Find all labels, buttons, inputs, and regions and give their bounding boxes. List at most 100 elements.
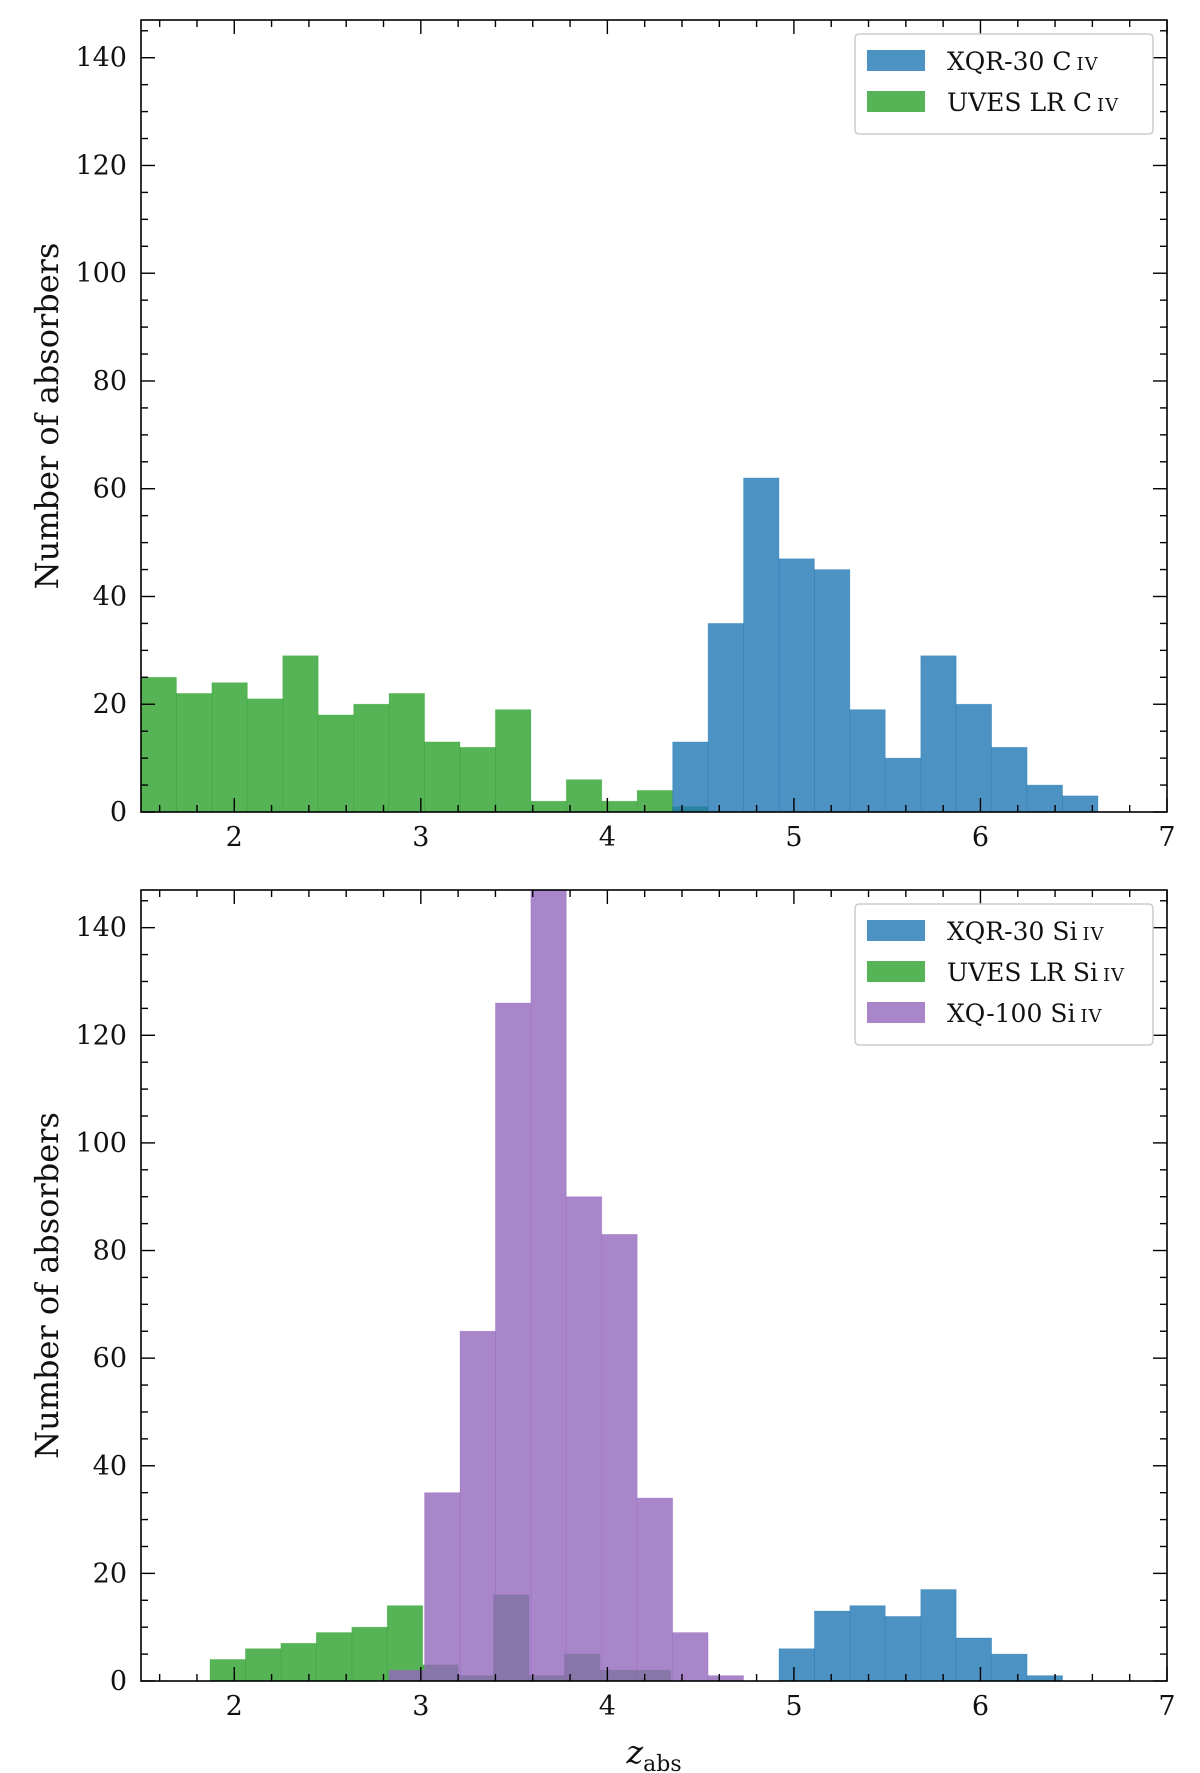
x-tick-label: 2 (226, 822, 243, 853)
bar-bottom-xqr-30-1 (814, 1610, 851, 1681)
legend-swatch (867, 961, 925, 982)
bar-bottom-xq-100-2 (459, 1330, 496, 1681)
bar-bottom-xqr-30-4 (920, 1589, 957, 1681)
bar-top-uves-lr-6 (353, 703, 390, 812)
legend-entry: XQR-30 C IV (947, 47, 1099, 76)
bar-top-uves-lr-11 (530, 800, 567, 812)
bar-top-uves-lr-7 (388, 693, 425, 812)
bar-top-uves-lr-9 (459, 746, 496, 812)
bar-top-xqr-30-5 (849, 709, 886, 812)
legend-swatch (867, 91, 925, 112)
legend-top: XQR-30 C IV UVES LR C IV (854, 33, 1154, 135)
y-tick-label: 40 (93, 1451, 127, 1482)
bar-bottom-xq-100-0 (388, 1669, 425, 1681)
bar-bottom-xqr-30-5 (955, 1637, 993, 1681)
legend-entry: UVES LR Si IV (947, 958, 1125, 987)
bar-bottom-xq-100-9 (707, 1675, 744, 1681)
y-tick-label: 80 (93, 1236, 127, 1267)
bar-bottom-uves-lr-5 (386, 1605, 424, 1681)
y-tick-label: 20 (93, 689, 127, 720)
chart-panel-top: 2 3 4 5 6 7 0 20 40 60 80 100 120 140 Number of absorb… (28, 19, 1176, 853)
y-tick-label: 120 (75, 1020, 127, 1051)
bar-bottom-uves-lr-1 (245, 1648, 282, 1681)
y-tick-label: 60 (93, 474, 127, 505)
bar-top-uves-lr-10 (495, 709, 532, 812)
bars-top (141, 477, 1099, 812)
bar-top-uves-lr-14 (636, 790, 674, 812)
ticks-bottom (141, 890, 1168, 1682)
x-tick-label: 3 (412, 822, 429, 853)
bar-top-uves-lr-12 (565, 779, 603, 812)
bar-bottom-xq-100-3 (495, 1002, 532, 1681)
x-tick-label: 6 (972, 822, 989, 853)
x-tick-label: 3 (412, 1691, 429, 1722)
plot-frame-bottom (140, 889, 1168, 1682)
legend-swatch (867, 920, 925, 941)
legend-bottom: XQR-30 Si IV UVES LR Si IV XQ-100 Si IV (854, 903, 1154, 1046)
ticks-top (141, 20, 1168, 813)
bar-top-xqr-30-1 (707, 623, 744, 812)
bar-bottom-xqr-30-7 (1026, 1675, 1063, 1681)
bar-bottom-uves-lr-0 (209, 1659, 246, 1681)
chart-panel-bottom: 2 3 4 5 6 7 0 20 40 60 80 100 120 140 Number of absorb… (28, 889, 1176, 1773)
x-tick-label: 4 (599, 822, 616, 853)
bar-top-uves-lr-4 (282, 655, 319, 812)
bar-top-uves-lr-3 (246, 698, 284, 812)
bar-top-xqr-30-10 (1026, 784, 1063, 812)
bar-bottom-uves-lr-2 (280, 1642, 317, 1681)
bar-bottom-xq-100-8 (672, 1632, 709, 1681)
legend-entry: UVES LR C IV (947, 88, 1119, 117)
bar-bottom-uves-lr-3 (315, 1632, 353, 1681)
bar-top-xqr-30-8 (955, 703, 993, 812)
y-tick-label: 100 (75, 1128, 127, 1159)
x-tick-label: 2 (226, 1691, 243, 1722)
y-tick-label: 0 (110, 797, 127, 828)
y-tick-label: 140 (75, 913, 127, 944)
x-tick-label: 5 (785, 1691, 802, 1722)
legend-swatch (867, 50, 925, 71)
bar-bottom-xq-100-6 (601, 1233, 638, 1681)
bar-bottom-uves-lr-4 (351, 1626, 388, 1681)
bar-top-xqr-30-4 (814, 569, 851, 812)
y-tick-label: 140 (75, 43, 127, 74)
legend-swatch (867, 1002, 925, 1023)
bar-top-uves-lr-2 (211, 682, 248, 812)
x-tick-label: 7 (1158, 1691, 1175, 1722)
x-axis-label: zabs (625, 1733, 681, 1773)
bar-top-xqr-30-3 (778, 558, 815, 812)
bar-top-xqr-30-2 (743, 477, 780, 812)
x-tick-label: 6 (972, 1691, 989, 1722)
legend-entry: XQR-30 Si IV (947, 917, 1105, 946)
y-tick-label: 100 (75, 258, 127, 289)
y-tick-label: 0 (110, 1666, 127, 1697)
bar-top-uves-lr-5 (317, 714, 355, 812)
x-tick-label: 4 (599, 1691, 616, 1722)
y-axis-label: Number of absorbers (28, 1112, 66, 1459)
y-tick-label: 40 (93, 581, 127, 612)
bar-bottom-xq-100-1 (424, 1492, 461, 1681)
y-tick-label: 80 (93, 366, 127, 397)
bar-top-uves-lr-0 (141, 676, 177, 812)
y-axis-label: Number of absorbers (28, 243, 66, 590)
legend-entry: XQ-100 Si IV (947, 999, 1103, 1028)
y-tick-label: 120 (75, 150, 127, 181)
bar-top-xqr-30-6 (884, 757, 922, 812)
bar-bottom-xqr-30-2 (849, 1605, 886, 1681)
y-tick-label: 60 (93, 1343, 127, 1374)
bar-top-xqr-30-7 (920, 655, 957, 812)
bars-bottom (209, 890, 1063, 1681)
bar-top-xqr-30-9 (991, 746, 1028, 812)
plot-frame-top (140, 19, 1168, 813)
bar-bottom-xq-100-4 (530, 890, 567, 1681)
bar-bottom-xq-100-7 (636, 1497, 674, 1681)
bar-top-uves-lr-1 (176, 693, 213, 812)
bar-top-xqr-30-0 (672, 741, 709, 812)
bar-bottom-xq-100-5 (565, 1196, 603, 1681)
bar-top-uves-lr-8 (424, 741, 461, 812)
x-tick-label: 7 (1158, 822, 1175, 853)
x-tick-label: 5 (785, 822, 802, 853)
y-tick-label: 20 (93, 1558, 127, 1589)
bar-bottom-xqr-30-6 (991, 1653, 1028, 1681)
bar-bottom-xqr-30-0 (778, 1648, 815, 1681)
